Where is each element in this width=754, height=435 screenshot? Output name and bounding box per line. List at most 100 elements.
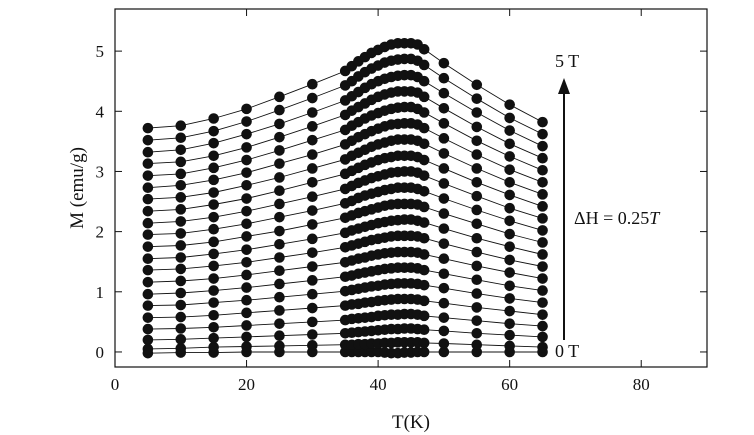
field-step-label: ΔH = 0.25T (574, 208, 661, 228)
data-point (438, 87, 450, 99)
data-point (537, 261, 548, 272)
data-point (142, 170, 154, 181)
data-point (418, 75, 430, 87)
series-group (142, 101, 548, 181)
data-point (438, 148, 450, 159)
data-point (175, 275, 187, 287)
series-group (142, 230, 548, 276)
x-tick-label: 20 (238, 375, 255, 394)
data-point (274, 158, 285, 169)
data-point (208, 321, 219, 333)
data-point (471, 328, 483, 339)
data-point (274, 291, 285, 303)
data-point (208, 248, 219, 260)
data-point (175, 240, 187, 251)
data-point (471, 218, 483, 230)
data-point (537, 341, 548, 353)
x-tick-label: 60 (501, 375, 518, 394)
data-point (142, 323, 154, 335)
data-point (307, 191, 318, 203)
series-group (142, 262, 548, 300)
data-point (471, 163, 483, 174)
data-point (471, 149, 483, 160)
data-point (418, 138, 430, 150)
data-point (438, 72, 450, 84)
y-tick-label: 2 (96, 223, 105, 242)
data-point (418, 337, 430, 349)
data-point (142, 182, 154, 193)
data-point (438, 223, 450, 234)
data-point (471, 246, 483, 258)
data-point (241, 218, 252, 230)
data-point (471, 288, 483, 299)
data-point (208, 309, 219, 321)
data-point (175, 168, 187, 180)
data-point (307, 233, 318, 245)
data-point (438, 163, 450, 174)
data-point (418, 59, 430, 71)
data-point (418, 122, 430, 134)
data-point (274, 211, 285, 223)
data-point (241, 269, 252, 281)
data-point (307, 329, 318, 340)
series-group (142, 198, 548, 252)
data-point (537, 176, 548, 188)
data-point (175, 192, 187, 203)
data-point (274, 104, 285, 116)
data-point (504, 329, 515, 341)
field-step-value: = 0.25 (599, 208, 650, 228)
data-point (241, 103, 252, 115)
data-point (142, 193, 154, 205)
data-point (307, 205, 318, 216)
data-point (537, 128, 548, 140)
data-point (537, 152, 548, 164)
data-point (208, 211, 219, 223)
data-point (438, 282, 450, 294)
data-point (307, 134, 318, 146)
data-point (307, 78, 318, 90)
series-group (142, 278, 548, 311)
data-point (504, 202, 515, 214)
series-group (142, 134, 548, 205)
data-point (175, 323, 187, 334)
data-point (471, 274, 483, 286)
data-point (241, 282, 252, 293)
data-point (418, 154, 430, 166)
data-point (208, 285, 219, 296)
data-point (307, 288, 318, 300)
data-point (142, 253, 154, 264)
data-point (142, 158, 154, 169)
data-point (175, 343, 187, 354)
data-point (504, 99, 515, 110)
data-point (274, 198, 285, 210)
x-tick-label: 0 (111, 375, 120, 394)
data-point (307, 92, 318, 104)
data-point (438, 346, 450, 358)
data-point (208, 150, 219, 162)
data-point (142, 334, 154, 346)
data-point (208, 223, 219, 235)
data-point (274, 185, 285, 197)
data-point (241, 167, 252, 178)
data-point (241, 142, 252, 153)
data-point (241, 231, 252, 242)
data-point (471, 260, 483, 272)
data-point (418, 91, 430, 103)
series-group (142, 118, 548, 193)
data-point (208, 260, 219, 272)
data-point (208, 174, 219, 186)
data-point (307, 121, 318, 132)
data-point (175, 120, 187, 132)
series-group (142, 214, 548, 264)
data-point (175, 252, 187, 263)
data-point (504, 151, 515, 162)
data-point (208, 273, 219, 284)
data-point (504, 293, 515, 304)
field-step-symbol: ΔH (574, 208, 599, 228)
data-point (504, 280, 515, 292)
data-point (175, 311, 187, 323)
data-point (471, 107, 483, 118)
x-axis-label: T(K) (392, 412, 430, 433)
data-point (208, 125, 219, 137)
data-point (274, 118, 285, 130)
